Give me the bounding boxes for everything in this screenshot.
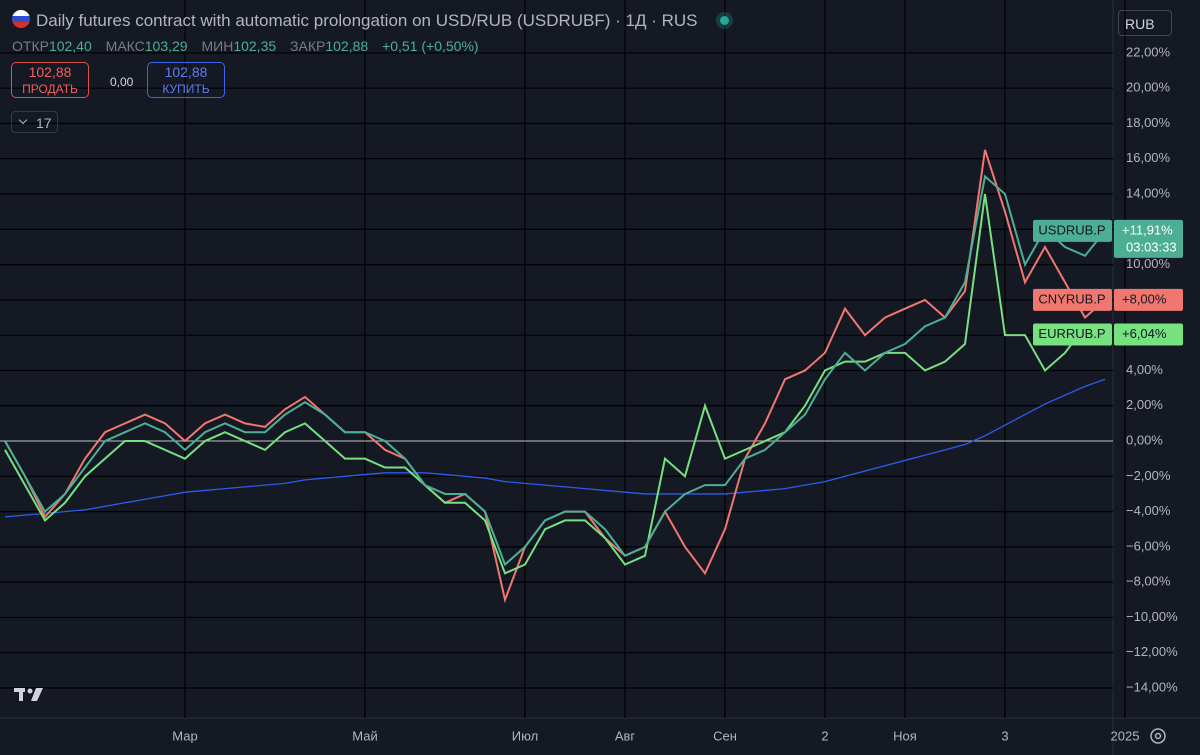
value-label: +11,91%	[1122, 222, 1173, 237]
tv-logo	[14, 688, 43, 701]
value-label: +8,00%	[1122, 291, 1167, 306]
x-tick-label: Сен	[713, 728, 737, 743]
y-tick-label: 18,00%	[1126, 115, 1171, 130]
y-tick-label: −6,00%	[1126, 538, 1171, 553]
sell-button[interactable]: 102,88 ПРОДАТЬ	[11, 62, 89, 98]
ohlc-value: 102,40	[48, 38, 92, 54]
y-tick-label: 22,00%	[1126, 44, 1171, 59]
ohlc-change: +0,51 (+0,50%)	[382, 38, 479, 54]
y-tick-label: 0,00%	[1126, 432, 1163, 447]
ohlc-value: 102,88	[325, 38, 369, 54]
title: Daily futures contract with automatic pr…	[36, 11, 698, 30]
ohlc-label: МИН	[201, 38, 234, 54]
x-tick-label: Авг	[615, 728, 636, 743]
ohlc-value: 102,35	[233, 38, 277, 54]
value-label-bg	[1114, 288, 1183, 311]
y-tick-label: 16,00%	[1126, 150, 1171, 165]
ohlc: ОТКР102,40 МАКС103,29 МИН102,35 ЗАКР102,…	[12, 38, 489, 54]
y-tick-label: 2,00%	[1126, 397, 1163, 412]
symbol-title: Daily futures contract with automatic pr…	[12, 10, 729, 31]
y-tick-label: −12,00%	[1126, 644, 1178, 659]
settings-icon[interactable]	[1150, 728, 1166, 744]
sell-label: ПРОДАТЬ	[22, 82, 78, 96]
series-name-bg	[1033, 288, 1112, 311]
countdown: 03:03:33	[1126, 239, 1177, 254]
x-tick-label: Ноя	[893, 728, 917, 743]
y-tick-label: −8,00%	[1126, 574, 1171, 589]
x-tick-label: Май	[352, 728, 377, 743]
sell-price: 102,88	[28, 64, 72, 80]
ohlc-value: 103,29	[144, 38, 188, 54]
x-tick-label: Июл	[512, 728, 538, 743]
buy-button[interactable]: 102,88 КУПИТЬ	[147, 62, 225, 98]
buy-label: КУПИТЬ	[162, 82, 210, 96]
x-tick-label: Мар	[172, 728, 197, 743]
indicators-toggle[interactable]: 17	[11, 111, 58, 133]
series-name-bg	[1033, 219, 1112, 242]
value-label: +6,04%	[1122, 326, 1167, 341]
currency-select[interactable]: RUB	[1118, 10, 1172, 36]
series-name: USDRUB.P	[1038, 222, 1105, 237]
y-tick-label: 4,00%	[1126, 362, 1163, 377]
y-tick-label: −14,00%	[1126, 679, 1178, 694]
x-tick-label: 3	[1001, 728, 1008, 743]
ohlc-label: МАКС	[105, 38, 145, 54]
x-tick-label: 2	[821, 728, 828, 743]
series-name: CNYRUB.P	[1038, 291, 1105, 306]
y-tick-label: 10,00%	[1126, 256, 1171, 271]
y-tick-label: 14,00%	[1126, 185, 1171, 200]
series-name-bg	[1033, 323, 1112, 346]
y-tick-label: −2,00%	[1126, 468, 1171, 483]
series-name: EURRUB.P	[1038, 326, 1105, 341]
buy-price: 102,88	[164, 64, 208, 80]
y-tick-label: −10,00%	[1126, 609, 1178, 624]
spread: 0,00	[110, 75, 134, 89]
ohlc-label: ЗАКР	[290, 38, 326, 54]
plot-bg	[0, 0, 1113, 718]
series-line	[4, 193, 1106, 575]
value-label-bg	[1114, 219, 1183, 258]
ohlc-label: ОТКР	[12, 38, 49, 54]
y-tick-label: −4,00%	[1126, 503, 1171, 518]
series-line	[4, 378, 1106, 518]
value-label-bg	[1114, 323, 1183, 346]
x-tick-label: 2025	[1111, 728, 1140, 743]
series-line	[4, 174, 1106, 567]
y-tick-label: 20,00%	[1126, 80, 1171, 95]
